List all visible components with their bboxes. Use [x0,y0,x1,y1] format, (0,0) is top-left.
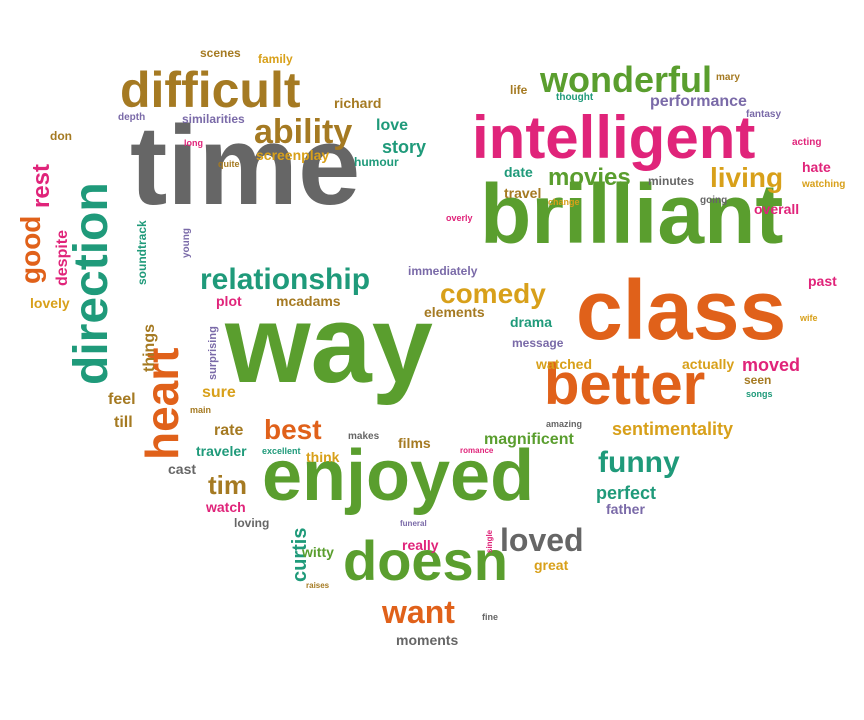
cloud-word-message: message [512,336,564,350]
cloud-word-mary: mary [716,72,740,83]
cloud-word-funny: funny [598,446,680,479]
cloud-word-want: want [382,594,455,630]
cloud-word-really: really [402,537,439,553]
cloud-word-overly: overly [446,213,473,223]
cloud-word-tim: tim [208,470,247,500]
cloud-word-young: young [181,228,192,258]
cloud-word-loved: loved [500,522,584,558]
cloud-word-witty: witty [302,544,334,560]
cloud-word-good: good [15,215,46,284]
cloud-word-think: think [306,449,340,465]
cloud-word-elements: elements [424,304,485,320]
cloud-word-funeral: funeral [400,519,427,528]
cloud-word-feel: feel [108,391,136,408]
cloud-word-single: single [485,529,494,553]
cloud-word-father: father [606,501,645,517]
cloud-word-makes: makes [348,431,380,442]
cloud-word-actually: actually [682,356,735,372]
cloud-word-perfect: perfect [596,483,657,503]
cloud-word-main: main [190,405,212,415]
cloud-word-quite: quite [218,159,240,169]
cloud-word-story: story [382,137,427,157]
cloud-word-wonderful: wonderful [540,59,712,100]
cloud-word-raises: raises [306,581,330,590]
cloud-word-traveler: traveler [196,443,247,459]
cloud-word-hate: hate [802,159,831,175]
cloud-word-direction: direction [65,182,118,385]
cloud-word-moments: moments [396,632,459,648]
cloud-word-moved: moved [742,355,801,375]
cloud-word-life: life [510,83,528,97]
cloud-word-similarities: similarities [182,112,245,126]
cloud-word-intelligent: intelligent [472,104,756,171]
cloud-word-watched: watched [536,356,593,372]
cloud-word-rest: rest [28,163,55,208]
cloud-word-love: love [376,117,409,134]
cloud-word-magnificent: magnificent [484,431,574,448]
cloud-word-immediately: immediately [408,264,478,278]
cloud-word-overall: overall [754,201,800,217]
cloud-word-depth: depth [118,112,146,123]
cloud-word-scenes: scenes [200,46,241,60]
cloud-word-great: great [534,557,569,573]
cloud-word-romance: romance [460,446,494,455]
cloud-word-wife: wife [800,313,818,323]
cloud-word-change: change [548,197,580,207]
cloud-word-excellent: excellent [262,446,301,456]
cloud-word-despite: despite [54,229,71,286]
cloud-word-soundtrack: soundtrack [135,220,149,285]
cloud-word-best: best [264,414,322,445]
cloud-word-songs: songs [746,389,773,399]
cloud-word-thought: thought [556,92,594,103]
cloud-word-performance: performance [650,93,747,110]
cloud-word-past: past [808,273,837,289]
cloud-word-sentimentality: sentimentality [612,419,734,439]
cloud-word-amazing: amazing [546,419,583,429]
cloud-word-mcadams: mcadams [276,293,341,309]
cloud-word-watch: watch [206,499,246,515]
cloud-word-loving: loving [234,516,270,530]
cloud-word-watching: watching [802,179,846,190]
cloud-word-living: living [710,162,784,193]
cloud-word-sure: sure [202,384,236,401]
cloud-word-minutes: minutes [648,174,695,188]
cloud-word-rate: rate [214,422,244,439]
cloud-word-doesn: doesn [343,529,508,592]
cloud-word-family: family [258,52,293,66]
cloud-word-going: going [700,195,728,206]
cloud-word-better: better [544,352,706,417]
cloud-word-way: way [225,283,433,406]
cloud-word-films: films [398,435,431,451]
cloud-word-seen: seen [744,373,772,387]
cloud-word-fantasy: fantasy [746,109,782,120]
cloud-word-relationship: relationship [200,263,371,296]
cloud-word-long: long [184,138,203,148]
cloud-word-acting: acting [792,137,822,148]
cloud-word-richard: richard [334,95,382,111]
cloud-word-date: date [504,164,533,180]
cloud-word-comedy: comedy [440,278,546,309]
cloud-word-lovely: lovely [30,295,70,311]
cloud-word-surprising: surprising [207,326,219,380]
cloud-word-things: things [141,324,158,372]
cloud-word-enjoyed: enjoyed [262,436,535,516]
cloud-word-movies: movies [548,164,631,191]
cloud-word-time: time [130,103,361,228]
cloud-word-travel: travel [504,185,542,201]
cloud-word-brilliant: brilliant [480,167,784,261]
cloud-word-fine: fine [482,612,499,622]
cloud-word-difficult: difficult [120,62,301,118]
cloud-word-don: don [50,129,72,143]
cloud-word-cast: cast [168,461,197,477]
cloud-word-ability: ability [254,113,353,151]
cloud-word-drama: drama [510,314,553,330]
cloud-word-till: till [114,414,133,431]
cloud-word-class: class [576,263,787,357]
cloud-word-screenplay: screenplay [256,147,330,163]
cloud-word-humour: humour [354,155,399,169]
cloud-word-plot: plot [216,293,242,309]
